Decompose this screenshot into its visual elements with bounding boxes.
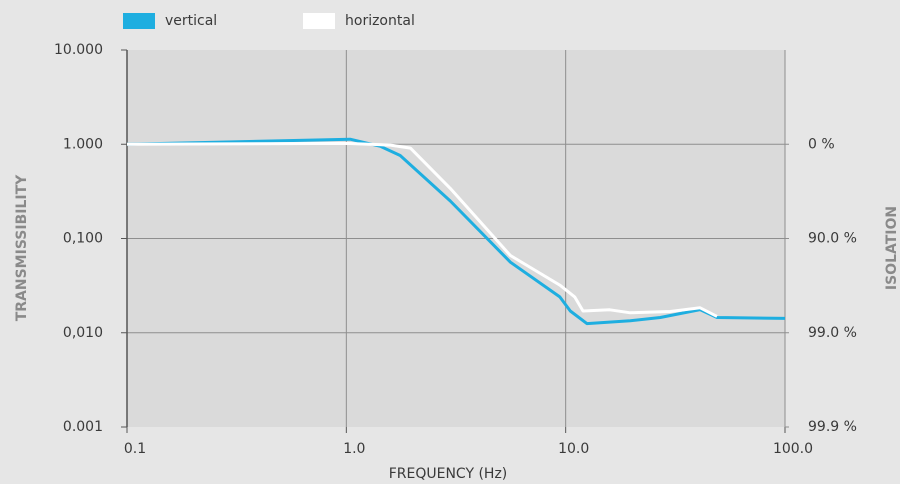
y-axis-title: TRANSMISSIBILITY [14, 174, 30, 321]
x-tick-label: 1.0 [343, 441, 365, 457]
y2-tick-label: 99.0 % [808, 325, 857, 341]
x-tick-label: 0.1 [124, 441, 146, 457]
legend-label: horizontal [345, 13, 415, 29]
y-tick-label: 0,010 [63, 325, 103, 341]
y2-tick-label: 99.9 % [808, 419, 857, 435]
y-tick-label: 1.000 [63, 136, 103, 152]
y-tick-label: 0,100 [63, 231, 103, 247]
y2-tick-label: 0 % [808, 136, 835, 152]
legend-swatch [303, 13, 335, 29]
y-tick-label: 0.001 [63, 419, 103, 435]
y-tick-label: 10.000 [54, 42, 103, 58]
x-tick-label: 10.0 [558, 441, 589, 457]
series-line [126, 137, 786, 326]
x-tick-label: 100.0 [773, 441, 813, 457]
series-line [126, 141, 718, 318]
legend-swatch [123, 13, 155, 29]
x-axis-title: FREQUENCY (Hz) [389, 466, 508, 482]
legend-label: vertical [165, 13, 217, 29]
y2-axis-title: ISOLATION [884, 206, 900, 290]
y2-tick-label: 90.0 % [808, 231, 857, 247]
